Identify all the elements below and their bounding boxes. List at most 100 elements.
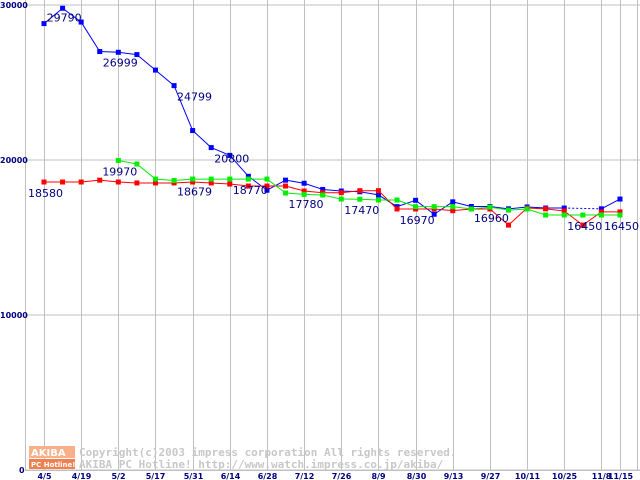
series-segment	[99, 51, 119, 53]
series-segment	[81, 179, 100, 183]
series-segment	[452, 206, 472, 210]
logo-top-bg	[29, 446, 75, 458]
data-label: 26999	[103, 57, 138, 70]
series-segment	[341, 190, 360, 194]
logo-bottom-bg	[29, 459, 75, 469]
series-green	[115, 157, 623, 218]
series-segment	[489, 206, 509, 211]
x-tick-label: 11/15	[608, 472, 634, 480]
series-segment	[508, 207, 528, 226]
data-label: 29790	[47, 11, 82, 24]
series-segment	[452, 201, 472, 207]
watermark: AKIBA PC Hotline! Copyright(c)2003 impre…	[29, 446, 457, 471]
series-segment	[527, 207, 546, 210]
series-segment	[489, 208, 509, 226]
y-tick-label: 20000	[0, 156, 28, 165]
series-blue	[41, 5, 623, 217]
x-tick-label: 5/31	[184, 472, 204, 480]
series-segment	[545, 208, 565, 212]
x-tick-label: 6/28	[258, 472, 278, 480]
logo-akiba: AKIBA	[31, 448, 66, 459]
series-segment	[433, 201, 454, 215]
data-label: 18770	[233, 184, 268, 197]
site-url-text: AKIBA PC Hotline! http://www.watch.impre…	[79, 458, 444, 471]
data-label: 20800	[214, 153, 249, 166]
series-segment	[508, 208, 528, 211]
series-segment	[155, 69, 175, 86]
x-tick-label: 7/26	[332, 472, 352, 480]
x-tick-label: 5/2	[111, 472, 125, 480]
series-segment	[80, 21, 101, 52]
data-label: 16970	[400, 214, 435, 227]
series-segment	[452, 208, 472, 212]
series-segment	[173, 85, 194, 131]
x-tick-label: 8/9	[371, 472, 385, 480]
data-label: 16450	[567, 220, 602, 233]
series-segment	[155, 178, 175, 181]
data-label: 24799	[177, 91, 212, 104]
x-tick-label: 10/11	[515, 472, 541, 480]
grid	[25, 0, 640, 471]
x-tick-label: 9/13	[444, 472, 464, 480]
series-segment	[322, 194, 342, 200]
data-label: 17780	[289, 198, 324, 211]
data-point-green	[617, 212, 623, 218]
series-segment	[322, 188, 342, 192]
series-segment	[582, 211, 602, 226]
series-segment	[229, 183, 249, 187]
series-segment	[266, 178, 286, 194]
x-tick-label: 9/27	[481, 472, 501, 480]
series-segment	[192, 130, 212, 148]
series-segment	[471, 206, 490, 210]
copyright-text: Copyright(c)2003 impress corporation All…	[79, 446, 457, 459]
series-segment	[359, 191, 379, 196]
series-red	[41, 177, 623, 228]
series-segment	[285, 185, 305, 192]
series-segment	[136, 54, 156, 71]
series-segment	[303, 182, 323, 190]
logo-pc-hotline: PC Hotline!	[31, 461, 75, 469]
series-segment	[285, 179, 305, 184]
series-segment	[434, 208, 453, 212]
series-segment	[136, 163, 156, 180]
series-segment	[563, 210, 584, 226]
series-layer	[41, 5, 623, 228]
x-tick-label: 5/17	[146, 472, 166, 480]
series-segment	[118, 181, 137, 184]
series-segment	[489, 206, 509, 210]
series-segment	[229, 155, 249, 177]
data-label: 16450	[604, 220, 639, 233]
data-point-red	[617, 209, 623, 215]
series-segment	[396, 199, 416, 208]
data-point-blue	[617, 196, 623, 202]
data-label: 19970	[102, 165, 137, 178]
y-tick-label: 0	[19, 466, 25, 475]
series-segment	[378, 194, 398, 208]
series-segment	[601, 198, 621, 210]
series-segment	[415, 199, 435, 215]
data-label: 17470	[344, 204, 379, 217]
annotation-layer: 29790 26999 24799 20800 19970 18580 18679 18770…	[28, 11, 639, 233]
series-segment	[118, 51, 137, 56]
series-segment	[359, 198, 379, 201]
y-tick-label: 30000	[0, 1, 28, 10]
y-tick-label: 10000	[0, 311, 28, 320]
series-segment	[527, 206, 546, 209]
series-segment	[192, 181, 212, 184]
series-segment	[508, 206, 528, 210]
series-segment	[62, 7, 82, 23]
series-segment	[304, 193, 323, 196]
series-segment	[211, 182, 230, 185]
data-label: 18679	[177, 185, 212, 198]
series-segment	[174, 181, 193, 184]
series-segment	[99, 179, 119, 183]
series-segment	[211, 147, 230, 156]
x-tick-label: 11/8	[592, 472, 612, 480]
series-segment	[266, 179, 286, 191]
series-segment	[174, 178, 193, 181]
x-tick-label: 8/30	[407, 472, 427, 480]
series-segment	[118, 159, 137, 165]
series-segment	[285, 192, 305, 195]
data-label: 18580	[28, 187, 63, 200]
